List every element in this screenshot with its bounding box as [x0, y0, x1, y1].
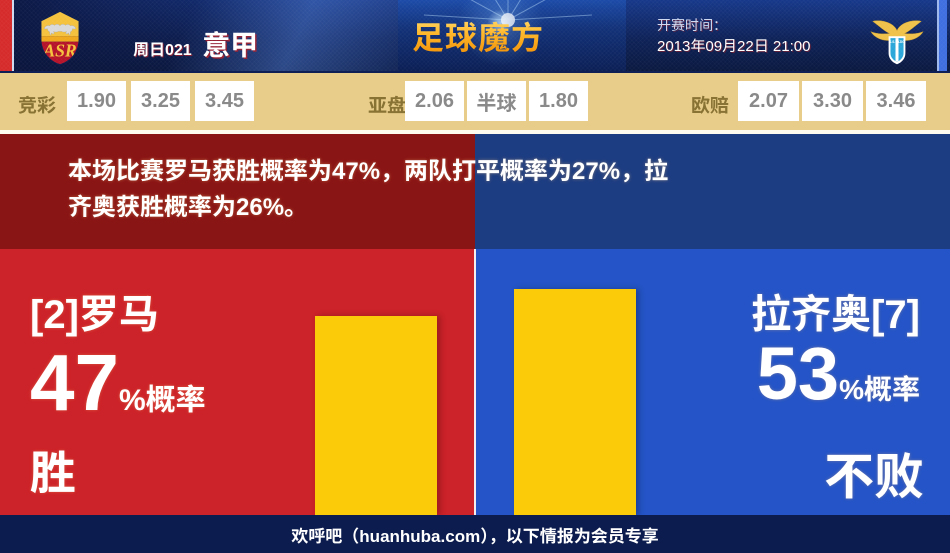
svg-text:S.S.LAZIO: S.S.LAZIO	[889, 40, 905, 44]
svg-text:ASR: ASR	[42, 41, 77, 61]
